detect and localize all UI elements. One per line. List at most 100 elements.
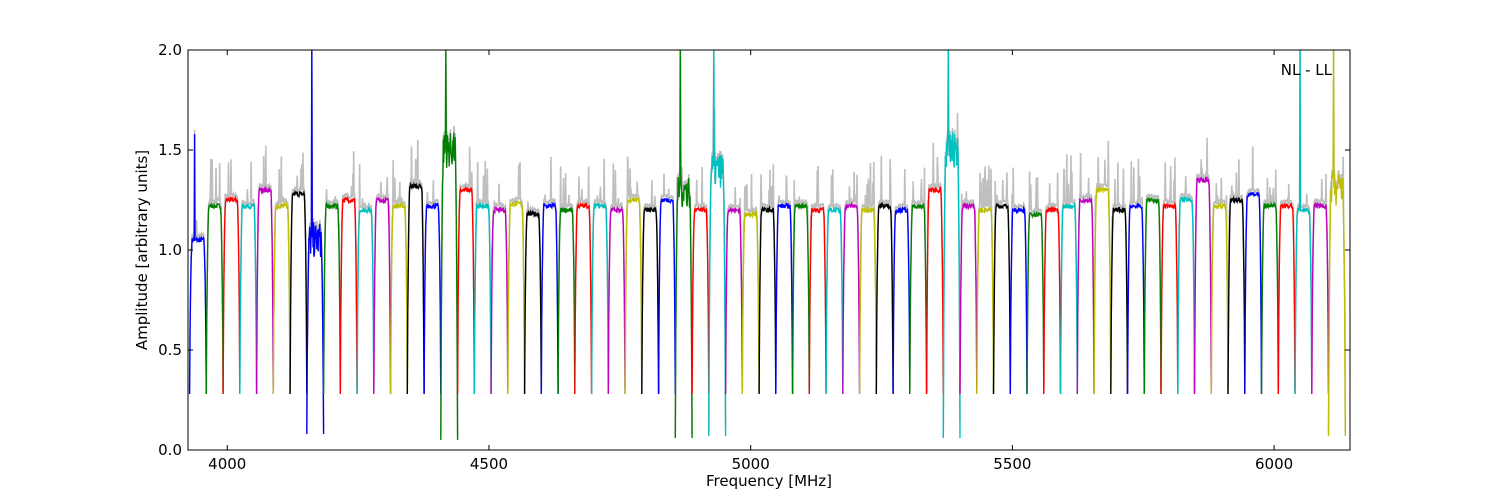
background-series-line — [741, 173, 760, 391]
background-series-line — [942, 50, 961, 435]
band-series-line — [1260, 201, 1279, 395]
band-series-line — [490, 205, 509, 395]
background-series-line — [255, 145, 275, 391]
band-series-line — [624, 196, 643, 395]
y-tick-label: 0.5 — [158, 341, 182, 359]
band-series-line — [306, 50, 325, 435]
band-series-line — [708, 50, 727, 437]
band-series-line — [959, 202, 978, 395]
background-series-line — [389, 160, 409, 391]
band-series-line — [842, 201, 861, 395]
background-series-line — [289, 152, 308, 391]
background-series-line — [775, 174, 794, 391]
background-series-line — [339, 151, 358, 391]
background-series-line — [1327, 50, 1347, 433]
background-series-line — [758, 164, 777, 391]
band-series-line — [507, 199, 526, 395]
band-series-line — [272, 201, 291, 395]
band-series-line — [322, 200, 341, 395]
background-series-line — [1227, 159, 1246, 387]
background-series-line — [1160, 157, 1179, 391]
background-series-line — [657, 173, 677, 391]
background-series-line — [1093, 140, 1112, 391]
band-series-line — [1076, 196, 1095, 395]
band-series-line — [657, 197, 676, 395]
background-series-line — [490, 183, 509, 391]
band-series-line — [255, 185, 274, 395]
background-series-line — [624, 156, 643, 391]
y-tick-label: 1.5 — [158, 141, 182, 159]
band-series-line — [1327, 50, 1346, 437]
background-series-line — [808, 165, 827, 391]
band-series-line — [1177, 195, 1196, 395]
band-series-line — [188, 133, 207, 395]
band-series-line — [557, 207, 576, 395]
band-series-line — [925, 186, 944, 395]
band-series-line — [1193, 175, 1212, 395]
band-series-line — [875, 201, 894, 395]
background-series-line — [858, 161, 878, 391]
band-series-line — [205, 202, 224, 395]
background-series-line — [1244, 146, 1263, 391]
band-series-line — [540, 201, 559, 395]
background-series-line — [1043, 172, 1062, 391]
background-series-line — [406, 139, 425, 391]
background-series-line — [791, 179, 811, 391]
background-series-line — [1059, 154, 1079, 391]
background-series-line — [724, 187, 744, 391]
band-series-line — [356, 206, 375, 395]
background-series-line — [925, 142, 945, 391]
background-series-line — [992, 172, 1012, 391]
background-series-line — [574, 166, 593, 391]
band-series-line — [741, 210, 760, 395]
background-series-line — [272, 156, 291, 391]
band-series-line — [892, 206, 911, 395]
band-series-line — [976, 205, 995, 395]
band-series-line — [1227, 195, 1246, 395]
background-series-line — [1210, 177, 1229, 391]
band-series-line — [992, 202, 1011, 395]
background-series-line — [188, 129, 208, 391]
background-series-line — [590, 158, 610, 391]
band-series-line — [389, 201, 408, 395]
background-series-line — [607, 163, 626, 391]
band-series-line — [791, 202, 810, 395]
background-series-line — [875, 155, 894, 391]
band-series-line — [691, 206, 710, 395]
background-series-line — [423, 180, 442, 391]
x-tick-label: 5000 — [732, 455, 770, 473]
background-series-line — [540, 156, 559, 391]
y-tick-label: 2.0 — [158, 41, 182, 59]
band-series-line — [909, 202, 928, 395]
band-series-line — [289, 189, 308, 395]
background-series-line — [1294, 50, 1313, 391]
background-series-line — [205, 158, 224, 391]
band-series-line — [641, 206, 660, 395]
background-series-line — [1110, 162, 1129, 391]
x-tick-label: 6000 — [1255, 455, 1293, 473]
y-tick-label: 1.0 — [158, 241, 182, 259]
background-series-line — [1143, 192, 1162, 391]
background-series-line — [523, 201, 543, 391]
band-series-line — [825, 206, 844, 395]
band-series-line — [440, 50, 459, 441]
band-series-line — [590, 202, 609, 395]
band-series-line — [473, 202, 492, 395]
x-tick-label: 4000 — [208, 455, 246, 473]
band-series-line — [1110, 206, 1129, 395]
band-series-line — [574, 201, 593, 395]
background-series-line — [239, 161, 258, 391]
background-series-line — [1193, 137, 1213, 391]
band-series-line — [1059, 202, 1078, 395]
background-series-line — [557, 166, 576, 391]
background-series-line — [1009, 167, 1028, 391]
background-series-line — [976, 165, 995, 391]
band-series-line — [1126, 202, 1145, 395]
band-series-line — [758, 204, 777, 395]
background-series-line — [674, 50, 693, 435]
band-series-line — [775, 202, 794, 395]
band-series-line — [724, 207, 743, 395]
background-series-line — [222, 159, 241, 391]
background-series-line — [1277, 184, 1296, 391]
